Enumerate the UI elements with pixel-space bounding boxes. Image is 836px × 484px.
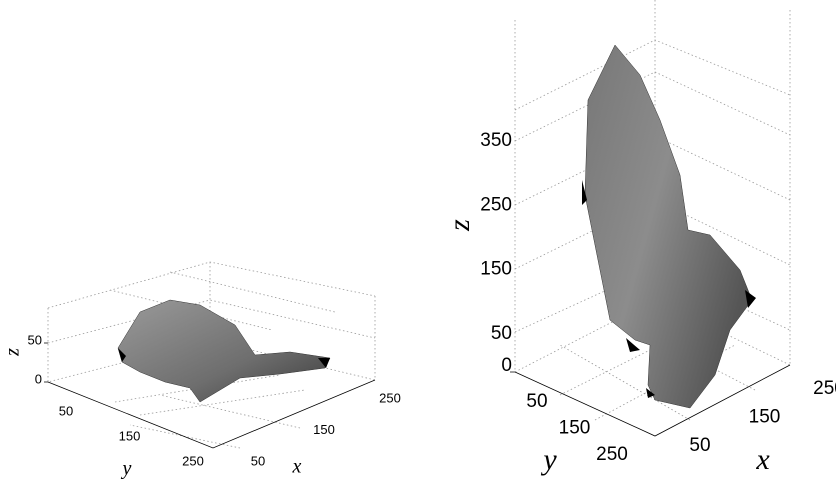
y-tick-label: 50 [526,391,547,412]
right-axes [510,0,791,437]
axis-label: z [443,219,476,232]
axis-label: y [121,458,132,480]
x-tick-label: 250 [379,390,401,405]
z-tick-label: 0 [35,371,42,386]
x-tick-label: 250 [813,378,836,399]
axis-label: x [292,456,302,478]
z-tick-label: 350 [480,130,512,151]
y-tick-label: 150 [559,418,591,439]
x-tick-label: 150 [313,422,335,437]
z-tick-label: 250 [480,194,512,215]
axis-label: y [540,443,557,476]
y-tick-label: 150 [119,428,141,443]
x-tick-label: 50 [689,435,710,456]
y-tick-label: 50 [59,403,73,418]
surface [584,44,753,409]
x-tick-label: 150 [749,407,781,428]
z-tick-label: 50 [28,332,42,347]
axis-label: z [2,348,24,357]
z-tick-label: 150 [480,259,512,280]
y-tick-label: 250 [596,444,628,465]
z-tick-label: 50 [491,323,512,344]
surface [117,299,331,403]
z-tick-label: 0 [501,355,512,376]
x-tick-label: 50 [251,453,265,468]
left-axes [44,261,376,449]
y-tick-label: 250 [182,453,204,468]
axis-label: x [755,443,770,476]
